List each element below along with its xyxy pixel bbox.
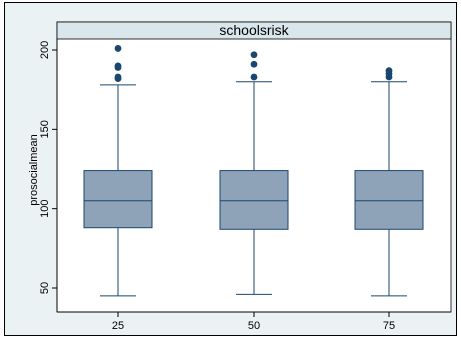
x-tick-label: 25 [112, 320, 124, 332]
outlier-point [114, 75, 122, 82]
iqr-box [219, 170, 289, 230]
y-tick-label: 150 [39, 120, 51, 138]
title-bar [56, 21, 452, 40]
outlier-point [250, 51, 258, 59]
y-tick-label: 200 [39, 41, 51, 59]
box-50 [219, 51, 289, 295]
iqr-box [354, 170, 424, 230]
outlier-point [114, 64, 122, 71]
y-tick-label: 50 [39, 282, 51, 294]
x-tick-label: 50 [248, 320, 260, 332]
outlier-point [250, 60, 258, 68]
y-axis-label: prosocialmean [28, 134, 40, 206]
boxes [83, 45, 424, 297]
y-tick-label: 100 [39, 199, 51, 217]
outlier-point [114, 45, 122, 52]
x-tick-label: 75 [383, 320, 395, 332]
box-75 [354, 67, 424, 297]
outlier-point [250, 73, 258, 81]
box-25 [83, 45, 153, 297]
iqr-box [83, 170, 153, 229]
outlier-point [385, 73, 393, 81]
y-ticks: 50 100 150 200 [39, 41, 57, 294]
chart-title: schoolsrisk [219, 22, 289, 38]
x-ticks: 25 50 75 [112, 312, 395, 332]
